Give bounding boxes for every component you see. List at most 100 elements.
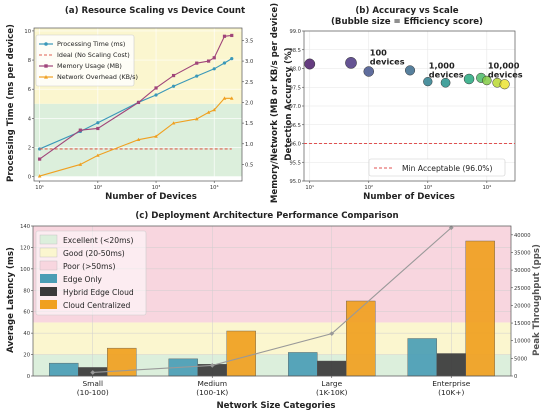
legend-label-poor: Poor (>50ms): [63, 262, 115, 271]
panel-c-xtick-label: Medium: [197, 379, 227, 388]
panel-b-bubble: [345, 57, 357, 69]
panel-b-legend-box: [368, 158, 506, 177]
panel-a-memory-usage-mb-point: [78, 128, 82, 132]
panel-a-memory-usage-mb-point: [38, 157, 42, 161]
panel-c-bar-cloud-centralized: [226, 330, 256, 377]
panel-a-ylabel: Processing Time (ms per device): [6, 24, 16, 182]
panel-a-xtick-label: 10⁴: [210, 185, 219, 191]
panel-b-ytick-label: 95.0: [289, 179, 301, 185]
panel-b-xlabel: Number of Devices: [363, 192, 455, 202]
panel-c-bar-edge-only: [49, 362, 79, 377]
panel-c-throughput-point: [209, 363, 215, 368]
panel-c-bar-edge-only: [288, 352, 318, 377]
panel-b-subtitle: (Bubble size = Efficiency score): [331, 17, 483, 27]
panel-b-annotation-line: devices: [429, 70, 464, 80]
panel-b-annotation: 1,000 devices: [429, 61, 464, 80]
panel-a-memory-usage-mb-point: [96, 126, 100, 131]
panel-a-memory-usage-mb-point: [212, 56, 216, 60]
panel-b-ytick-label: 98.0: [289, 67, 301, 73]
panel-a-network-overhead-kb-s-point: [206, 110, 211, 114]
legend-swatch-cloud: [40, 300, 57, 309]
panel-b-frame: [303, 30, 516, 182]
panel-c-ytick-label: 0: [27, 374, 30, 380]
panel-a-ytick-label: 0: [28, 175, 31, 181]
panel-a-processing-time-ms-point: [195, 74, 199, 78]
panel-b-annotation-line: 100: [370, 47, 387, 57]
panel-b-bubble: [499, 79, 510, 90]
panel-a-processing-time-ms-point: [222, 61, 227, 65]
panel-c-y2tick-label: 25000: [514, 286, 531, 292]
panel-b-annotation-line: devices: [488, 70, 523, 80]
panel-b-ylabel: Detection Accuracy (%): [284, 47, 294, 160]
panel-b-bubble: [440, 77, 451, 88]
legend-marker-network: [44, 75, 48, 79]
panel-c-throughput-point: [90, 370, 96, 375]
panel-c-xtick-label: Large: [321, 379, 342, 388]
panel-a-xtick-label: 10¹: [35, 185, 44, 191]
legend-label-hybrid: Hybrid Edge Cloud: [63, 288, 134, 297]
legend-label-excellent: Excellent (<20ms): [63, 236, 133, 245]
panel-c-y2tick-label: 5000: [514, 356, 527, 362]
panel-a-network-overhead-kb-s-point: [171, 121, 176, 125]
panel-a-processing-time-ms-line: [39, 58, 233, 150]
panel-b-ytick-label: 96.0: [289, 142, 301, 148]
panel-a-network-overhead-kb-s-point: [37, 174, 42, 178]
panel-b-annotation: 100 devices: [370, 47, 405, 66]
panel-a-memory-usage-mb-point: [195, 61, 199, 65]
panel-b-ytick-label: 99.0: [289, 29, 301, 35]
panel-a-xlabel: Number of Devices: [105, 192, 197, 202]
panel-a-memory-usage-mb-point: [154, 86, 158, 90]
panel-a-y2tick-label: 1.5: [245, 121, 253, 127]
panel-a-xtick-label: 10³: [152, 185, 161, 191]
panel-c-bar-cloud-centralized: [346, 300, 376, 377]
panel-b-title: (b) Accuracy vs Scale: [355, 6, 458, 16]
legend-swatch-edge-only: [40, 274, 57, 283]
panel-c: (c) Deployment Architecture Performance …: [6, 211, 542, 411]
panel-c-xlabel: Network Size Categories: [216, 401, 335, 411]
legend-swatch-poor: [39, 260, 58, 271]
panel-c-y2label: Peak Throughput (pps): [532, 244, 542, 356]
panel-c-y2tick-label: 10000: [514, 339, 531, 345]
panel-b-xtick-label: 10⁴: [482, 185, 491, 191]
panel-c-legend: Excellent (<20ms) Good (20-50ms) Poor (>…: [35, 230, 147, 316]
legend-label-ideal: Ideal (No Scaling Cost): [57, 51, 130, 59]
panel-c-y2tick-label: 40000: [514, 233, 531, 239]
panel-c-bar-edge-only: [407, 338, 437, 377]
panel-a-network-overhead-kb-s-point: [194, 117, 199, 121]
panel-a-y2tick-label: 2.0: [245, 100, 253, 106]
legend-label-network: Network Overhead (KB/s): [57, 73, 138, 81]
panel-c-y2tick-label: 35000: [514, 250, 531, 256]
panel-a-legend: Processing Time (ms) Ideal (No Scaling C…: [35, 34, 138, 87]
panel-c-frame: [32, 225, 512, 377]
panel-b-xtick-label: 10¹: [305, 185, 314, 191]
panel-c-ytick-label: 40: [23, 331, 30, 337]
panel-c-throughput-line: [92, 227, 452, 374]
panel-a-processing-time-ms-point: [154, 93, 158, 97]
panel-a-processing-time-ms-point: [212, 67, 216, 71]
panel-b-legend: Min Acceptable (96.0%): [368, 158, 506, 177]
panel-b-annotation: 10,000 devices: [488, 61, 523, 80]
panel-a-processing-time-ms-point: [38, 147, 42, 151]
panel-b: (b) Accuracy vs Scale (Bubble size = Eff…: [284, 6, 523, 202]
panel-a-network-overhead-kb-s-point: [212, 107, 217, 112]
panel-a-memory-usage-mb-point: [230, 33, 234, 38]
panel-b-ytick-label: 98.5: [289, 48, 301, 54]
panel-a-memory-usage-mb-point: [171, 73, 176, 78]
panel-b-xtick-label: 10²: [364, 185, 373, 191]
panel-a-ytick-label: 6: [28, 87, 31, 93]
panel-a-processing-time-ms-point: [230, 57, 234, 61]
panel-c-throughput-point: [329, 331, 335, 337]
panel-a-network-overhead-kb-s-point: [96, 153, 100, 157]
legend-swatch-good: [39, 247, 58, 258]
panel-c-ytick-label: 60: [23, 310, 30, 316]
panel-c-throughput-point: [448, 225, 454, 231]
panel-a-memory-usage-mb-point: [136, 100, 141, 105]
panel-a-ytick-label: 10: [24, 29, 31, 35]
panel-b-bubble: [404, 65, 416, 76]
legend-label-cloud: Cloud Centralized: [63, 301, 131, 310]
panel-c-ytick-label: 100: [20, 267, 30, 273]
panel-a-network-overhead-kb-s-point: [136, 137, 141, 142]
panel-c-ytick-label: 140: [20, 224, 30, 230]
